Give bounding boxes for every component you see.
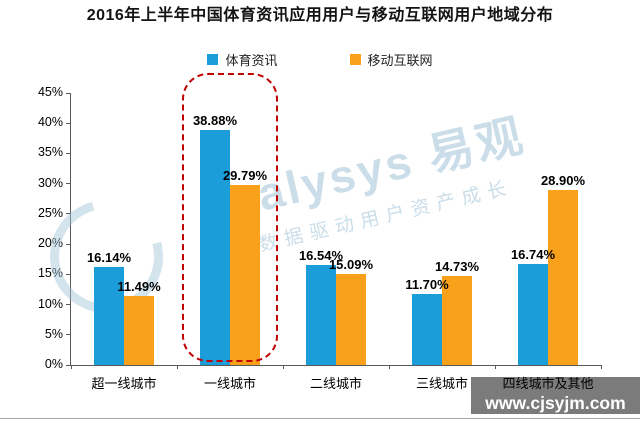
legend: 体育资讯 移动互联网 <box>0 50 640 69</box>
bar-value-label: 14.73% <box>434 258 480 274</box>
x-axis-tick-mark <box>176 365 178 369</box>
bar-mobile-internet <box>548 190 578 365</box>
bar-sports-info <box>94 267 124 365</box>
y-axis-tick-mark <box>66 92 71 94</box>
highlight-dashed-box <box>182 73 278 362</box>
bar-value-label: 16.14% <box>86 250 132 266</box>
x-axis-tick-mark <box>494 365 496 369</box>
plot-area: 0% 5% 10% 15% 20% 25% 30% 35% 40% 45% 超一线城市 16.14% 1… <box>38 73 602 391</box>
y-axis-tick-mark <box>66 334 71 336</box>
y-axis-tick-label: 40% <box>37 115 63 130</box>
y-axis-tick-mark <box>66 213 71 215</box>
bar-value-label: 15.09% <box>328 256 374 272</box>
bar-sports-info <box>412 294 442 365</box>
bar-value-label: 16.74% <box>510 246 556 262</box>
legend-swatch-orange <box>349 54 361 65</box>
y-axis-tick-label: 15% <box>37 266 63 281</box>
x-axis-category-label: 三线城市 <box>415 376 468 391</box>
website-watermark-box: www.cjsyjm.com <box>471 377 640 414</box>
y-axis-tick-label: 45% <box>37 85 63 99</box>
x-axis-category-label: 四线城市及其他 <box>502 376 594 391</box>
legend-item-mobile-internet: 移动互联网 <box>349 50 433 69</box>
x-axis-tick-mark <box>70 365 72 369</box>
bar-sports-info <box>200 129 230 365</box>
bar-value-label: 16.54% <box>298 248 344 264</box>
x-axis-category-label: 二线城市 <box>309 376 362 391</box>
y-axis-tick-label: 0% <box>44 357 63 371</box>
footer-divider-line <box>0 418 640 419</box>
x-axis-tick-mark <box>282 365 284 369</box>
bar-mobile-internet <box>124 295 154 365</box>
y-axis-tick-label: 20% <box>37 236 63 251</box>
bar-value-label: 11.49% <box>117 278 161 294</box>
chart-title: 2016年上半年中国体育资讯应用用户与移动互联网用户地域分布 <box>86 7 554 24</box>
y-axis-tick-mark <box>66 122 71 124</box>
y-axis-tick-mark <box>66 273 71 275</box>
bar-sports-info <box>306 265 336 365</box>
bar-mobile-internet <box>442 275 472 365</box>
y-axis-tick-mark <box>66 243 71 245</box>
website-url: www.cjsyjm.com <box>485 392 626 413</box>
x-axis-category-label: 超一线城市 <box>91 376 157 391</box>
legend-label: 体育资讯 <box>225 53 278 68</box>
y-axis-tick-label: 30% <box>37 175 63 190</box>
bar-mobile-internet <box>230 184 260 365</box>
x-axis-tick-mark <box>600 365 602 369</box>
legend-swatch-blue <box>207 54 219 65</box>
x-axis-category-label: 一线城市 <box>203 376 256 391</box>
bar-value-label: 28.90% <box>540 173 586 189</box>
y-axis-tick-mark <box>66 364 71 366</box>
bar-mobile-internet <box>336 273 366 365</box>
y-axis-tick-mark <box>66 304 71 306</box>
bar-sports-info <box>518 263 548 365</box>
y-axis-tick-mark <box>66 152 71 154</box>
y-axis-tick-mark <box>66 183 71 185</box>
x-axis-tick-mark <box>388 365 390 369</box>
bar-value-label: 38.88% <box>192 112 238 128</box>
bar-value-label: 29.79% <box>222 167 268 183</box>
legend-item-sports-info: 体育资讯 <box>207 50 278 69</box>
y-axis-tick-label: 25% <box>37 205 63 220</box>
y-axis-tick-label: 5% <box>44 326 63 341</box>
legend-label: 移动互联网 <box>367 53 433 68</box>
bar-value-label: 11.70% <box>405 277 449 293</box>
y-axis-tick-label: 10% <box>37 296 63 311</box>
y-axis-tick-label: 35% <box>37 145 63 160</box>
